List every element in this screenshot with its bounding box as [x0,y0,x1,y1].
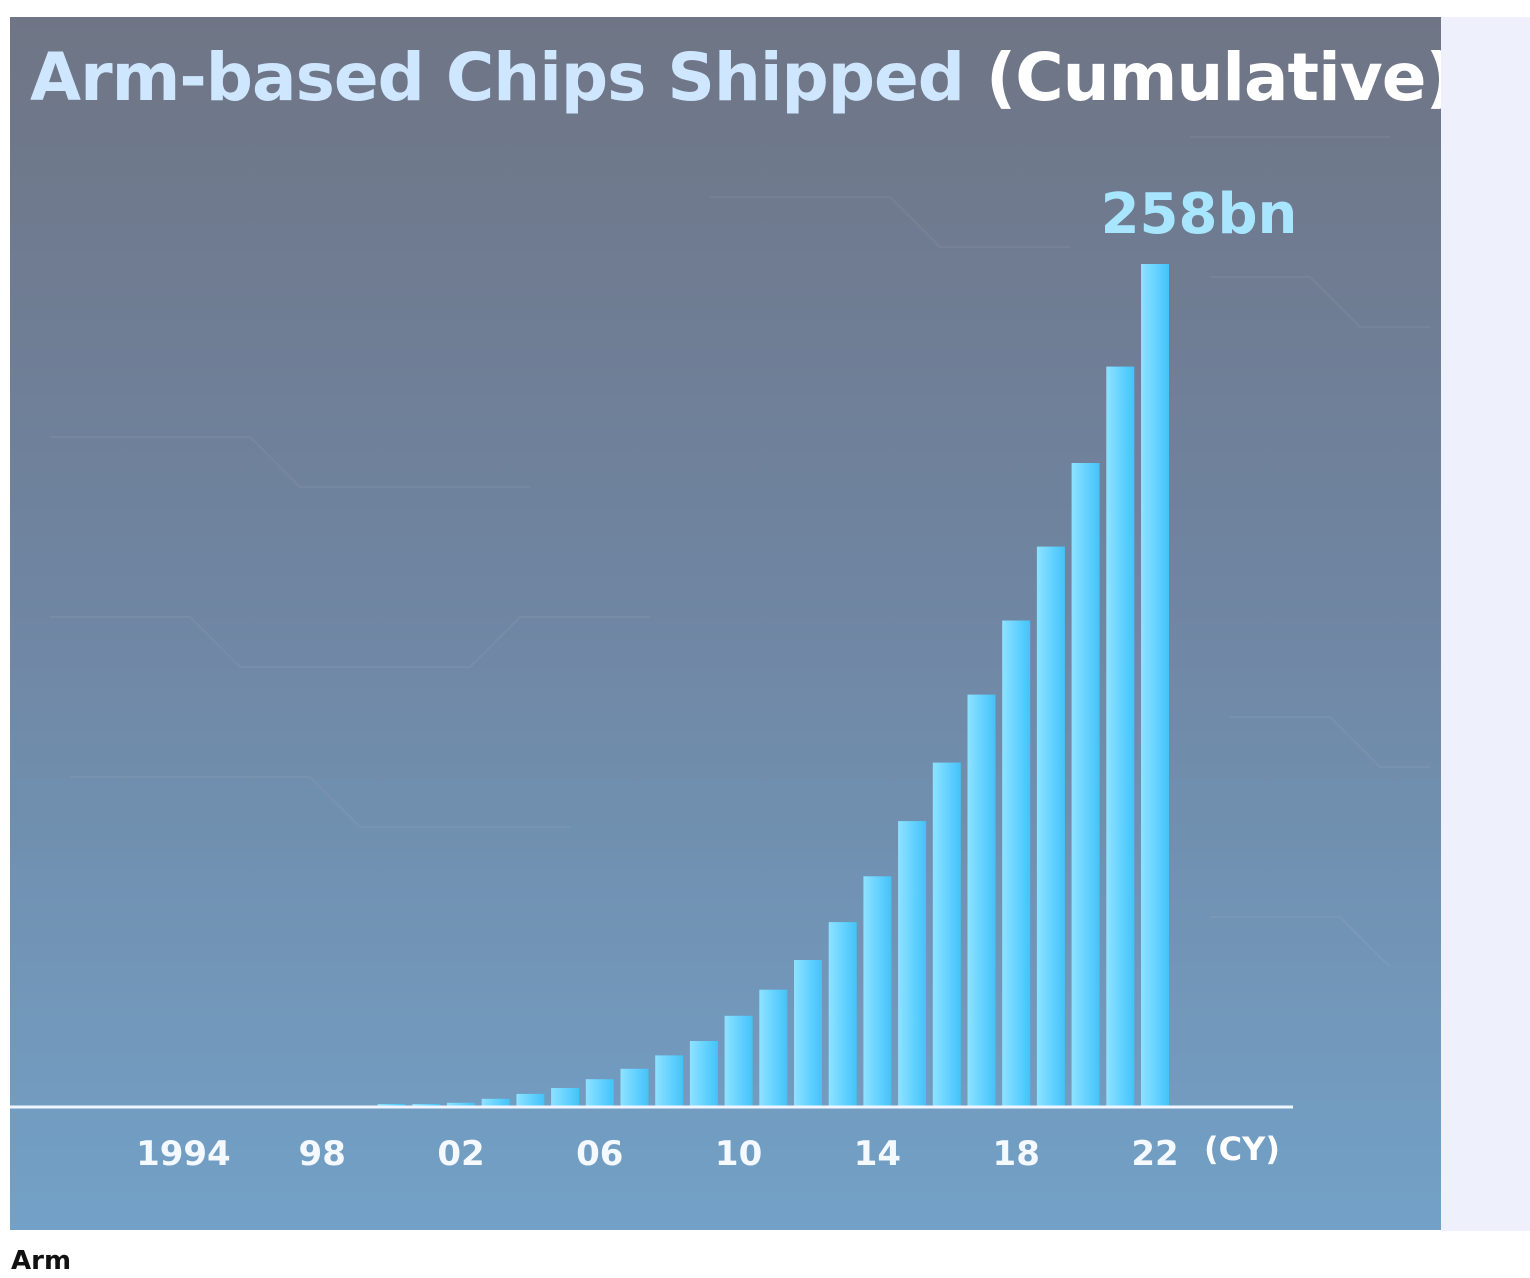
bar-2005 [551,1088,580,1107]
bar-2015 [898,821,927,1107]
bar-2006 [585,1079,614,1107]
image-caption: Arm [11,1246,72,1276]
bar-2019 [1036,546,1065,1107]
side-panel [1441,17,1530,1231]
bar-2014 [863,876,892,1107]
x-axis-unit-label: (CY) [1204,1130,1280,1168]
x-tick-label-2022: 22 [1131,1134,1178,1174]
bar-2013 [828,922,857,1107]
bar-2003 [481,1098,510,1107]
chart-panel: 1994 98 02 06 10 14 18 22 (CY) 258bn Arm-based … [10,17,1441,1230]
bar-2021 [1106,366,1135,1108]
bar-2011 [759,989,788,1107]
bar-2022 [1141,264,1169,1107]
chart: 1994 98 02 06 10 14 18 22 (CY) 258bn [10,136,1430,1174]
bar-2018 [1002,620,1031,1107]
chart-title-main: Arm-based Chips Shipped [30,39,965,116]
bar-2012 [794,960,822,1107]
bar-2010 [724,1015,753,1107]
chart-title: Arm-based Chips Shipped (Cumulative) [30,45,1441,111]
bar-2020 [1071,463,1100,1107]
x-tick-label-1994: 1994 [136,1134,231,1174]
bar-2004 [516,1093,545,1107]
peak-value-label: 258bn [1101,182,1298,247]
bar-2007 [620,1068,649,1107]
bar-2009 [689,1041,718,1107]
x-tick-label-2014: 14 [854,1134,901,1174]
bar-2002 [447,1102,475,1107]
bar-2008 [655,1055,684,1107]
x-tick-label-2002: 02 [437,1134,484,1174]
circuit-background-pattern [50,136,1430,968]
x-tick-label-1998: 98 [299,1134,346,1174]
bar-2017 [967,694,996,1107]
chart-title-qualifier: (Cumulative) [986,39,1441,116]
bar-2016 [932,762,961,1107]
x-tick-label-2018: 18 [993,1134,1040,1174]
x-tick-label-2006: 06 [576,1134,623,1174]
bars-group [377,264,1169,1108]
x-tick-label-2010: 10 [715,1134,762,1174]
x-tick-labels: 1994 98 02 06 10 14 18 22 [136,1134,1179,1174]
